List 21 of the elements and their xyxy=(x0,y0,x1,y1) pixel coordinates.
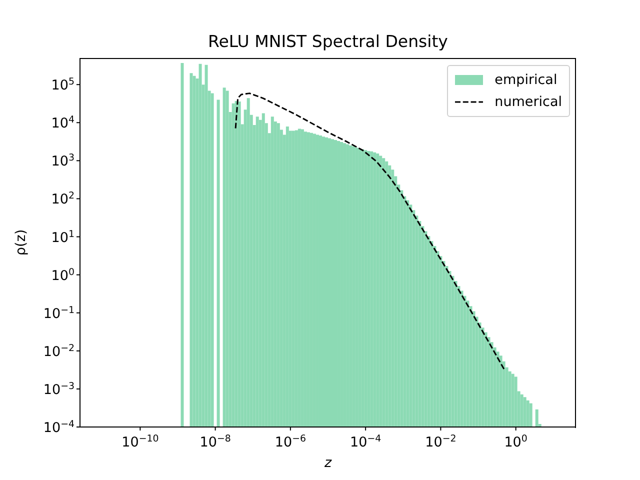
y-tick-label: 10$^{2}$ xyxy=(51,190,74,208)
legend-label: numerical xyxy=(494,94,562,110)
y-axis-title: ρ(z) xyxy=(12,229,29,256)
legend-label: empirical xyxy=(494,72,558,88)
x-tick-label: 10$^{−2}$ xyxy=(425,433,456,450)
y-tick-label: 10$^{0}$ xyxy=(51,266,74,284)
x-tick-label: 10$^{−4}$ xyxy=(350,433,382,450)
y-tick-label: 10$^{−4}$ xyxy=(43,418,74,436)
x-tick-label: 10$^{−6}$ xyxy=(274,433,306,450)
x-axis-title: z xyxy=(323,455,332,471)
y-tick-label: 10$^{−1}$ xyxy=(43,304,74,322)
x-tick-label: 10$^{0}$ xyxy=(504,433,528,450)
y-tick-label: 10$^{3}$ xyxy=(51,152,74,170)
y-tick-label: 10$^{1}$ xyxy=(51,228,74,246)
chart-title: ReLU MNIST Spectral Density xyxy=(207,32,449,51)
x-tick-label: 10$^{−8}$ xyxy=(200,433,231,450)
y-tick-label: 10$^{−2}$ xyxy=(43,342,74,360)
y-tick-label: 10$^{−3}$ xyxy=(43,380,74,398)
x-tick-label: 10$^{−10}$ xyxy=(122,433,159,450)
y-tick-label: 10$^{4}$ xyxy=(51,114,74,132)
y-tick-label: 10$^{5}$ xyxy=(51,76,74,94)
